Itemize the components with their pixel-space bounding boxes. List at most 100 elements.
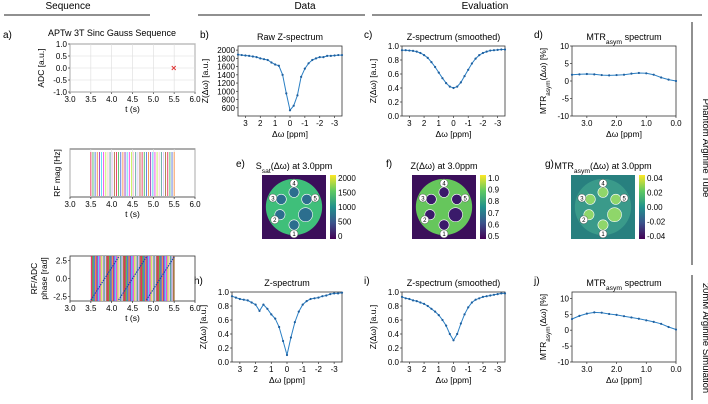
title-f: Z(Δω) at 3.0ppm [410, 161, 477, 171]
tube-label-badge [420, 215, 429, 225]
xtick-label-a1: 3.0 [64, 95, 76, 104]
panel-label-i: i) [364, 276, 370, 287]
ytick-label-b: 2000 [217, 46, 235, 55]
data-point-h [333, 292, 336, 295]
data-point-b [240, 53, 243, 57]
data-point-b [292, 104, 295, 107]
data-point-i [496, 293, 499, 296]
colorbar-f [480, 175, 486, 239]
xtick-label-b: 1 [273, 119, 278, 128]
xtick-label-a3: 5.0 [148, 304, 160, 313]
xtick-label-i: -3 [494, 365, 502, 374]
data-point-d [674, 79, 678, 83]
data-point-i [448, 332, 451, 336]
data-point-b [333, 54, 336, 57]
data-point-i [426, 304, 429, 308]
data-point-h [230, 295, 234, 298]
xtick-label-c: -1 [465, 119, 473, 128]
tube-label: 1 [292, 232, 296, 238]
data-point-c [478, 54, 481, 57]
colorbar-tick-g: 0.02 [647, 189, 663, 198]
data-point-i [430, 307, 433, 310]
phase-strip [126, 256, 129, 301]
plot-a3: 3.0 3.5 4.0 4.5 5.0 5.5 6.0 2.5 0.0 -2.5 t (s) RF/A… [29, 255, 201, 323]
section-header-evaluation: Evaluation [462, 1, 509, 12]
tube-label-badge [289, 229, 299, 239]
phase-strip [90, 256, 93, 301]
phase-strip [150, 256, 153, 301]
data-point-j [622, 315, 626, 318]
tube-label-badge [460, 193, 470, 203]
data-point-j [652, 320, 655, 324]
data-point-i [481, 295, 485, 298]
xlabel-a3: t (s) [125, 313, 140, 323]
colorbar-tick-e: 1000 [338, 203, 356, 212]
series-line-h [231, 292, 343, 356]
ylabel-j-main: MTR [538, 342, 548, 360]
xtick-label-h: 1 [269, 365, 274, 374]
phantom-tube [425, 193, 437, 205]
xtick-label-b: -2 [316, 119, 324, 128]
data-point-h [325, 294, 328, 297]
data-point-i [445, 324, 448, 327]
xtick-label-a3: 5.5 [169, 304, 181, 313]
phantom-maps: e) Ssat(Δω) at 3.0ppm12345200015001000500… [236, 159, 666, 241]
xlabel-h: Δω [ppm] [269, 375, 305, 385]
ytick-label-b: 800 [222, 96, 236, 105]
xtick-label-a3: 4.5 [127, 304, 139, 313]
data-point-c [448, 85, 451, 88]
xtick-label-a2: 3.5 [85, 200, 97, 209]
panel-label-a: a) [3, 30, 12, 41]
title-g-suffix: (Δω) at 3.0ppm [590, 161, 652, 171]
data-point-c [463, 75, 466, 78]
tube-label-badge [439, 229, 449, 239]
phase-strip [135, 256, 138, 301]
tube-label: 3 [271, 196, 275, 202]
data-point-h [336, 292, 340, 295]
panel-a: a) APTw 3T Sinc Gauss Sequence [3, 28, 176, 41]
xtick-label-b: 2 [258, 119, 263, 128]
data-point-h [278, 325, 281, 329]
xtick-label-j: 2.0 [611, 365, 623, 374]
data-point-c [503, 48, 507, 51]
tube-label-badge [418, 193, 428, 203]
data-point-i [411, 299, 415, 302]
data-point-b [337, 53, 340, 57]
ytick-label-i: 0.6 [388, 316, 400, 325]
phantom-tube [584, 193, 596, 205]
title-j: MTRasym spectrum [586, 278, 661, 292]
data-point-b [307, 62, 310, 65]
colorbar-tick-f: 0.5 [488, 232, 500, 241]
xtick-label-h: 3 [238, 365, 243, 374]
phase-strip [120, 256, 122, 301]
section-header-data: Data [294, 1, 316, 12]
xtick-label-a3: 3.5 [85, 304, 97, 313]
ylabel-i: Z(Δω) [a.u.] [368, 305, 378, 349]
plot-c: c) Z-spectrum (smoothed) 3 2 1 0 -1 -2 -3 1.0 0.8 0… [364, 30, 507, 139]
phase-strip [146, 256, 149, 301]
data-point-i [489, 294, 492, 297]
ytick-label-a1: 0.5 [56, 52, 68, 61]
phase-strip [122, 256, 125, 301]
data-point-d [637, 71, 640, 75]
data-point-j [578, 314, 581, 317]
xlabel-a1: t (s) [125, 104, 140, 114]
xtick-label-c: 0 [451, 119, 456, 128]
phase-strip [118, 256, 121, 301]
data-point-c [474, 57, 477, 60]
colorbar-tick-f: 0.6 [488, 220, 500, 229]
data-point-j [674, 328, 678, 331]
data-point-c [422, 54, 426, 57]
ylabel-d: MTRasym(Δω) [%] [538, 48, 552, 114]
phase-strip [139, 256, 142, 301]
data-point-h [285, 353, 289, 357]
panel-label-j: j) [533, 276, 540, 287]
phase-strip [133, 256, 136, 301]
data-point-b [326, 54, 329, 57]
phase-strip [165, 256, 168, 301]
tube-label-badge [268, 193, 278, 203]
tube-label: 4 [442, 182, 446, 188]
tube-label: 5 [313, 196, 317, 202]
tube-label-badge [310, 193, 320, 203]
